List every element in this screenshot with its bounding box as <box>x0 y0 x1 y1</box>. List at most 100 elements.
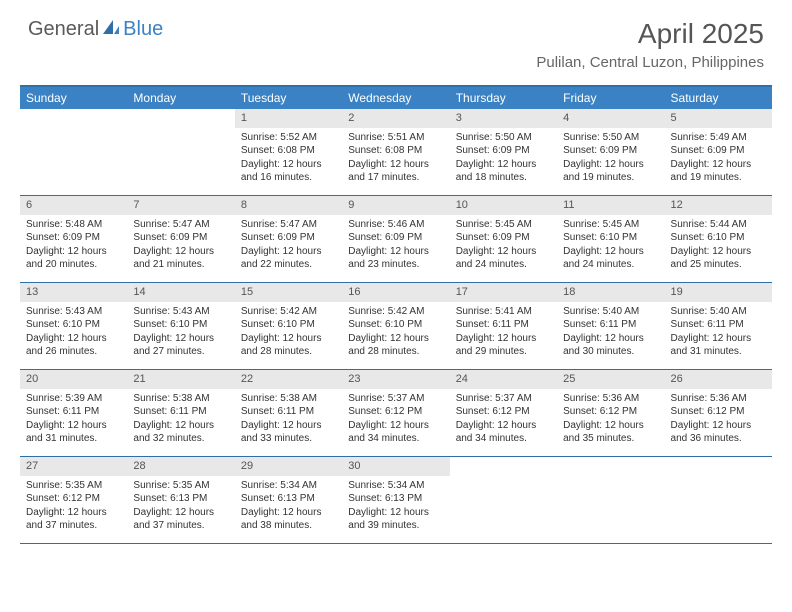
sunrise-line: Sunrise: 5:52 AM <box>241 131 336 145</box>
weeks-container: 1Sunrise: 5:52 AMSunset: 6:08 PMDaylight… <box>20 109 772 544</box>
sunset-line: Sunset: 6:12 PM <box>671 405 766 419</box>
day-cell: 7Sunrise: 5:47 AMSunset: 6:09 PMDaylight… <box>127 196 234 282</box>
day-body: Sunrise: 5:52 AMSunset: 6:08 PMDaylight:… <box>235 128 342 190</box>
day-number: 4 <box>557 109 664 128</box>
sunset-line: Sunset: 6:13 PM <box>348 492 443 506</box>
day-body: Sunrise: 5:35 AMSunset: 6:13 PMDaylight:… <box>127 476 234 538</box>
week-row: 20Sunrise: 5:39 AMSunset: 6:11 PMDayligh… <box>20 370 772 457</box>
daylight-line: Daylight: 12 hours and 25 minutes. <box>671 245 766 272</box>
day-cell: 15Sunrise: 5:42 AMSunset: 6:10 PMDayligh… <box>235 283 342 369</box>
daylight-line: Daylight: 12 hours and 37 minutes. <box>133 506 228 533</box>
sunrise-line: Sunrise: 5:49 AM <box>671 131 766 145</box>
sunrise-line: Sunrise: 5:51 AM <box>348 131 443 145</box>
daylight-line: Daylight: 12 hours and 31 minutes. <box>26 419 121 446</box>
sunset-line: Sunset: 6:13 PM <box>133 492 228 506</box>
day-number: 21 <box>127 370 234 389</box>
sunset-line: Sunset: 6:09 PM <box>671 144 766 158</box>
day-body: Sunrise: 5:35 AMSunset: 6:12 PMDaylight:… <box>20 476 127 538</box>
sunrise-line: Sunrise: 5:40 AM <box>671 305 766 319</box>
sunrise-line: Sunrise: 5:42 AM <box>241 305 336 319</box>
title-block: April 2025 Pulilan, Central Luzon, Phili… <box>536 18 764 71</box>
sunset-line: Sunset: 6:09 PM <box>456 231 551 245</box>
week-row: 1Sunrise: 5:52 AMSunset: 6:08 PMDaylight… <box>20 109 772 196</box>
sunrise-line: Sunrise: 5:38 AM <box>241 392 336 406</box>
daylight-line: Daylight: 12 hours and 34 minutes. <box>348 419 443 446</box>
day-body: Sunrise: 5:40 AMSunset: 6:11 PMDaylight:… <box>557 302 664 364</box>
day-cell: 21Sunrise: 5:38 AMSunset: 6:11 PMDayligh… <box>127 370 234 456</box>
daylight-line: Daylight: 12 hours and 24 minutes. <box>563 245 658 272</box>
day-cell: 9Sunrise: 5:46 AMSunset: 6:09 PMDaylight… <box>342 196 449 282</box>
logo-text-general: General <box>28 18 99 41</box>
sunrise-line: Sunrise: 5:42 AM <box>348 305 443 319</box>
day-body: Sunrise: 5:39 AMSunset: 6:11 PMDaylight:… <box>20 389 127 451</box>
sunrise-line: Sunrise: 5:36 AM <box>671 392 766 406</box>
day-cell: 5Sunrise: 5:49 AMSunset: 6:09 PMDaylight… <box>665 109 772 195</box>
daylight-line: Daylight: 12 hours and 17 minutes. <box>348 158 443 185</box>
day-body: Sunrise: 5:42 AMSunset: 6:10 PMDaylight:… <box>342 302 449 364</box>
sunrise-line: Sunrise: 5:50 AM <box>563 131 658 145</box>
sunset-line: Sunset: 6:08 PM <box>241 144 336 158</box>
sunset-line: Sunset: 6:09 PM <box>348 231 443 245</box>
daylight-line: Daylight: 12 hours and 31 minutes. <box>671 332 766 359</box>
day-number: 11 <box>557 196 664 215</box>
day-number: 23 <box>342 370 449 389</box>
sunrise-line: Sunrise: 5:45 AM <box>456 218 551 232</box>
sunrise-line: Sunrise: 5:34 AM <box>241 479 336 493</box>
week-row: 6Sunrise: 5:48 AMSunset: 6:09 PMDaylight… <box>20 196 772 283</box>
day-number: 7 <box>127 196 234 215</box>
day-body: Sunrise: 5:49 AMSunset: 6:09 PMDaylight:… <box>665 128 772 190</box>
weekday-row: SundayMondayTuesdayWednesdayThursdayFrid… <box>20 87 772 109</box>
day-cell: 30Sunrise: 5:34 AMSunset: 6:13 PMDayligh… <box>342 457 449 543</box>
day-cell: 20Sunrise: 5:39 AMSunset: 6:11 PMDayligh… <box>20 370 127 456</box>
sunrise-line: Sunrise: 5:35 AM <box>26 479 121 493</box>
location: Pulilan, Central Luzon, Philippines <box>536 54 764 71</box>
sunset-line: Sunset: 6:12 PM <box>348 405 443 419</box>
sunset-line: Sunset: 6:11 PM <box>456 318 551 332</box>
day-number: 3 <box>450 109 557 128</box>
sunset-line: Sunset: 6:11 PM <box>133 405 228 419</box>
daylight-line: Daylight: 12 hours and 30 minutes. <box>563 332 658 359</box>
day-body: Sunrise: 5:47 AMSunset: 6:09 PMDaylight:… <box>127 215 234 277</box>
sunset-line: Sunset: 6:11 PM <box>241 405 336 419</box>
daylight-line: Daylight: 12 hours and 20 minutes. <box>26 245 121 272</box>
sunset-line: Sunset: 6:11 PM <box>26 405 121 419</box>
daylight-line: Daylight: 12 hours and 19 minutes. <box>563 158 658 185</box>
week-row: 13Sunrise: 5:43 AMSunset: 6:10 PMDayligh… <box>20 283 772 370</box>
day-cell: 1Sunrise: 5:52 AMSunset: 6:08 PMDaylight… <box>235 109 342 195</box>
daylight-line: Daylight: 12 hours and 29 minutes. <box>456 332 551 359</box>
week-row: 27Sunrise: 5:35 AMSunset: 6:12 PMDayligh… <box>20 457 772 544</box>
sunset-line: Sunset: 6:12 PM <box>26 492 121 506</box>
day-body: Sunrise: 5:41 AMSunset: 6:11 PMDaylight:… <box>450 302 557 364</box>
sunset-line: Sunset: 6:09 PM <box>133 231 228 245</box>
sail-icon <box>101 18 121 41</box>
sunrise-line: Sunrise: 5:50 AM <box>456 131 551 145</box>
day-number: 18 <box>557 283 664 302</box>
weekday-header: Saturday <box>665 87 772 109</box>
day-cell: 8Sunrise: 5:47 AMSunset: 6:09 PMDaylight… <box>235 196 342 282</box>
day-cell <box>127 109 234 195</box>
logo: General Blue <box>28 18 163 41</box>
sunset-line: Sunset: 6:09 PM <box>456 144 551 158</box>
day-body: Sunrise: 5:43 AMSunset: 6:10 PMDaylight:… <box>127 302 234 364</box>
day-number: 27 <box>20 457 127 476</box>
weekday-header: Thursday <box>450 87 557 109</box>
sunset-line: Sunset: 6:09 PM <box>26 231 121 245</box>
daylight-line: Daylight: 12 hours and 27 minutes. <box>133 332 228 359</box>
sunrise-line: Sunrise: 5:45 AM <box>563 218 658 232</box>
day-body: Sunrise: 5:48 AMSunset: 6:09 PMDaylight:… <box>20 215 127 277</box>
daylight-line: Daylight: 12 hours and 35 minutes. <box>563 419 658 446</box>
daylight-line: Daylight: 12 hours and 18 minutes. <box>456 158 551 185</box>
sunset-line: Sunset: 6:09 PM <box>241 231 336 245</box>
day-number: 24 <box>450 370 557 389</box>
sunset-line: Sunset: 6:10 PM <box>348 318 443 332</box>
day-cell: 2Sunrise: 5:51 AMSunset: 6:08 PMDaylight… <box>342 109 449 195</box>
weekday-header: Wednesday <box>342 87 449 109</box>
day-number: 19 <box>665 283 772 302</box>
sunset-line: Sunset: 6:11 PM <box>671 318 766 332</box>
sunrise-line: Sunrise: 5:41 AM <box>456 305 551 319</box>
day-number: 30 <box>342 457 449 476</box>
header: General Blue April 2025 Pulilan, Central… <box>0 0 792 77</box>
day-body: Sunrise: 5:37 AMSunset: 6:12 PMDaylight:… <box>342 389 449 451</box>
day-body: Sunrise: 5:45 AMSunset: 6:09 PMDaylight:… <box>450 215 557 277</box>
daylight-line: Daylight: 12 hours and 16 minutes. <box>241 158 336 185</box>
